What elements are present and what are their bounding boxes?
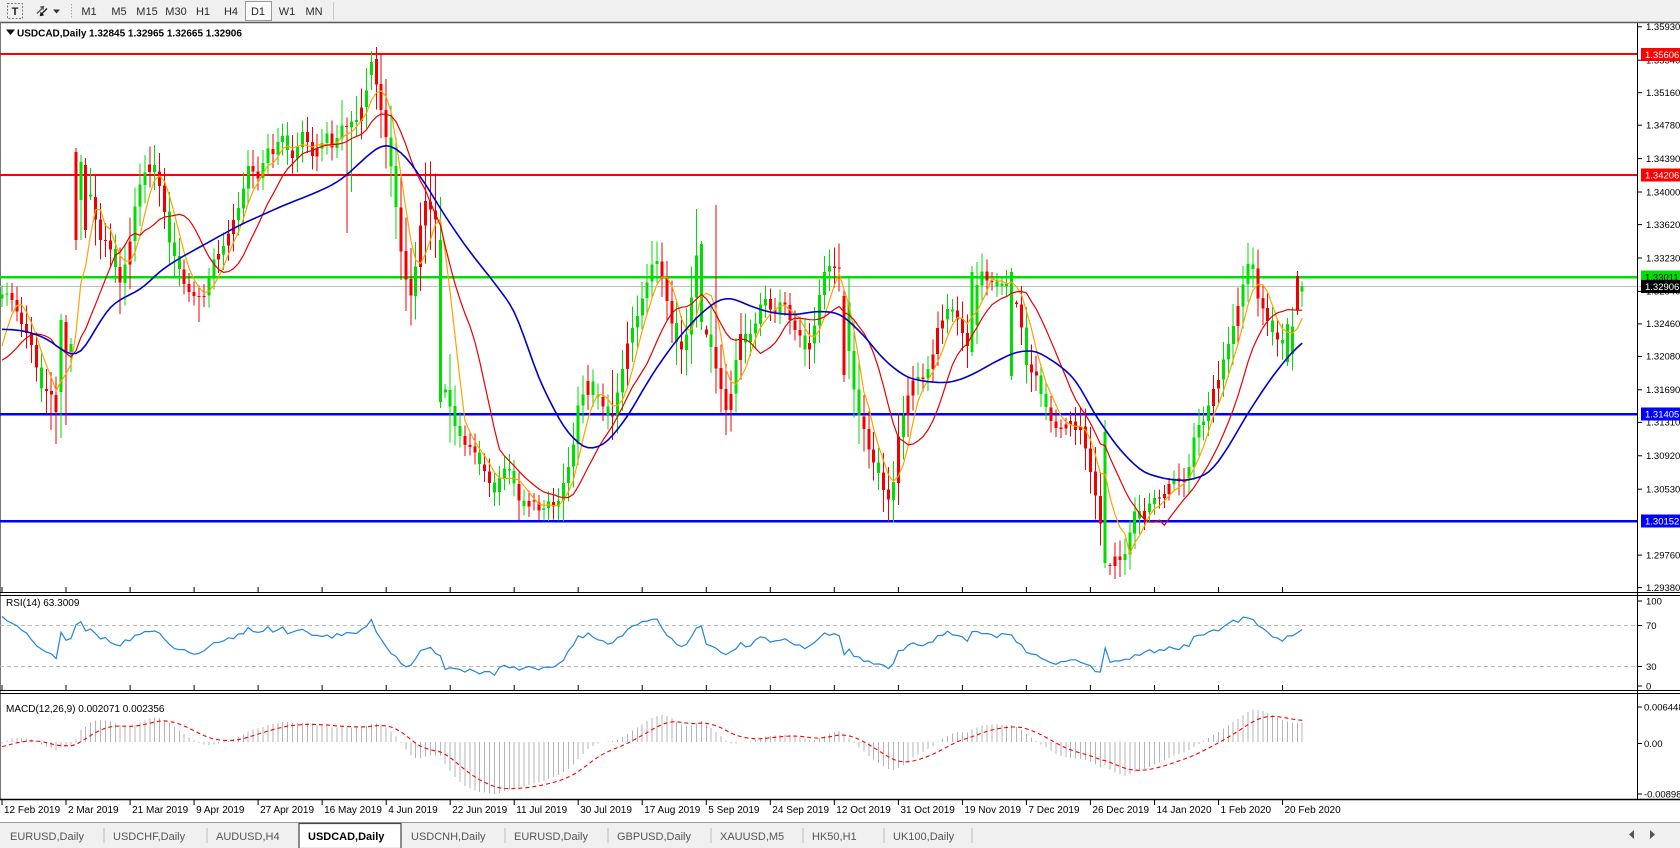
svg-text:12 Oct 2019: 12 Oct 2019 (836, 805, 891, 816)
svg-text:100: 100 (1646, 596, 1662, 607)
svg-text:2 Mar 2019: 2 Mar 2019 (68, 805, 119, 816)
svg-text:26 Dec 2019: 26 Dec 2019 (1092, 805, 1149, 816)
svg-text:14 Jan 2020: 14 Jan 2020 (1157, 805, 1212, 816)
svg-text:1.31690: 1.31690 (1646, 385, 1680, 396)
svg-text:USDCAD,Daily: USDCAD,Daily (17, 29, 87, 40)
svg-text:USDCNH,Daily: USDCNH,Daily (411, 831, 486, 843)
svg-text:M30: M30 (165, 6, 186, 18)
svg-text:1.32845 1.32965 1.32665 1.3290: 1.32845 1.32965 1.32665 1.32906 (89, 29, 242, 40)
svg-text:0.006448: 0.006448 (1644, 702, 1680, 713)
svg-text:H1: H1 (196, 6, 210, 18)
svg-text:RSI(14) 63.3009: RSI(14) 63.3009 (6, 598, 80, 609)
svg-text:W1: W1 (279, 6, 296, 18)
svg-text:0: 0 (1646, 681, 1651, 692)
svg-text:12 Feb 2019: 12 Feb 2019 (4, 805, 61, 816)
svg-text:17 Aug 2019: 17 Aug 2019 (644, 805, 701, 816)
svg-text:70: 70 (1646, 621, 1657, 632)
svg-text:7 Dec 2019: 7 Dec 2019 (1028, 805, 1080, 816)
svg-text:22 Jun 2019: 22 Jun 2019 (452, 805, 507, 816)
svg-text:5 Sep 2019: 5 Sep 2019 (708, 805, 760, 816)
svg-text:M5: M5 (111, 6, 126, 18)
svg-text:1.31310: 1.31310 (1646, 418, 1680, 429)
svg-text:31 Oct 2019: 31 Oct 2019 (900, 805, 955, 816)
svg-text:1.33620: 1.33620 (1646, 220, 1680, 231)
svg-text:1.30920: 1.30920 (1646, 451, 1680, 462)
svg-text:1.34206: 1.34206 (1645, 170, 1679, 181)
svg-text:1.32906: 1.32906 (1645, 282, 1679, 293)
svg-text:T: T (12, 6, 19, 18)
svg-text:USDCHF,Daily: USDCHF,Daily (113, 831, 186, 843)
svg-text:1.30530: 1.30530 (1646, 485, 1680, 496)
svg-text:1.33230: 1.33230 (1646, 253, 1680, 264)
svg-text:GBPUSD,Daily: GBPUSD,Daily (617, 831, 691, 843)
svg-text:1.34390: 1.34390 (1646, 154, 1680, 165)
svg-text:1.34780: 1.34780 (1646, 121, 1680, 132)
svg-text:1.32460: 1.32460 (1646, 319, 1680, 330)
svg-text:M1: M1 (81, 6, 96, 18)
svg-text:24 Sep 2019: 24 Sep 2019 (772, 805, 829, 816)
svg-text:9 Apr 2019: 9 Apr 2019 (196, 805, 245, 816)
svg-text:30 Jul 2019: 30 Jul 2019 (580, 805, 632, 816)
svg-text:30: 30 (1646, 662, 1657, 673)
svg-text:EURUSD,Daily: EURUSD,Daily (514, 831, 588, 843)
svg-text:XAUUSD,M5: XAUUSD,M5 (720, 831, 784, 843)
svg-text:1.30152: 1.30152 (1645, 516, 1679, 527)
svg-text:AUDUSD,H4: AUDUSD,H4 (216, 831, 280, 843)
svg-text:1.32080: 1.32080 (1646, 352, 1680, 363)
svg-text:1.31405: 1.31405 (1645, 409, 1679, 420)
svg-text:1.33011: 1.33011 (1645, 272, 1679, 283)
svg-text:19 Nov 2019: 19 Nov 2019 (964, 805, 1021, 816)
svg-text:HK50,H1: HK50,H1 (812, 831, 857, 843)
svg-text:M15: M15 (136, 6, 157, 18)
svg-text:1.29380: 1.29380 (1646, 583, 1680, 594)
svg-text:1.29760: 1.29760 (1646, 550, 1680, 561)
svg-text:1.35930: 1.35930 (1646, 22, 1680, 33)
svg-text:MACD(12,26,9) 0.002071 0.00235: MACD(12,26,9) 0.002071 0.002356 (6, 704, 165, 715)
svg-text:UK100,Daily: UK100,Daily (893, 831, 955, 843)
svg-text:16 May 2019: 16 May 2019 (324, 805, 382, 816)
svg-text:MN: MN (305, 6, 322, 18)
svg-text:USDCAD,Daily: USDCAD,Daily (308, 831, 385, 843)
svg-text:1 Feb 2020: 1 Feb 2020 (1221, 805, 1272, 816)
svg-text:1.35160: 1.35160 (1646, 88, 1680, 99)
svg-text:0.00: 0.00 (1644, 739, 1663, 750)
svg-text:D1: D1 (251, 6, 265, 18)
svg-text:1.34000: 1.34000 (1646, 187, 1680, 198)
svg-text:EURUSD,Daily: EURUSD,Daily (10, 831, 84, 843)
svg-text:11 Jul 2019: 11 Jul 2019 (516, 805, 567, 816)
svg-text:21 Mar 2019: 21 Mar 2019 (132, 805, 189, 816)
svg-text:1.35606: 1.35606 (1645, 50, 1679, 61)
svg-text:4 Jun 2019: 4 Jun 2019 (388, 805, 438, 816)
svg-text:H4: H4 (224, 6, 238, 18)
svg-text:20 Feb 2020: 20 Feb 2020 (1285, 805, 1342, 816)
svg-text:-0.008982: -0.008982 (1644, 789, 1680, 800)
svg-text:27 Apr 2019: 27 Apr 2019 (260, 805, 314, 816)
